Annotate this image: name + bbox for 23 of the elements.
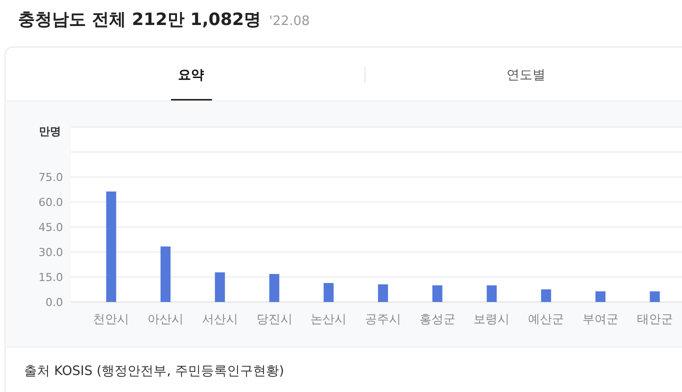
x-tick-label: 보령시 [474, 312, 510, 326]
x-tick-label: 태안군 [636, 312, 673, 326]
chart-title: 충청남도 전체 212만 1,082명 [18, 10, 262, 30]
source-note: 출처 KOSIS (행정안전부, 주민등록인구현황) [24, 364, 284, 379]
text: 연도별 [506, 68, 546, 83]
x-tick-label: 서산시 [202, 312, 238, 326]
x-tick-label: 아산시 [148, 312, 184, 326]
chart-subtitle: '22.08 [269, 14, 310, 29]
y-tick-label: 60.0 [38, 196, 63, 209]
x-tick-label: 홍성군 [419, 312, 456, 326]
y-tick-label: 30.0 [38, 246, 63, 259]
x-tick-label: 예산군 [528, 312, 564, 326]
y-tick-label: 45.0 [38, 221, 63, 234]
y-tick-label: 75.0 [38, 171, 63, 184]
x-tick-label: 당진시 [256, 312, 292, 326]
x-tick-label: 공주시 [365, 312, 401, 326]
x-tick-label: 천안시 [93, 312, 130, 326]
y-tick-label: 0.0 [46, 296, 63, 309]
text: 요약 [178, 68, 204, 83]
x-tick-label: 논산시 [310, 312, 347, 326]
y-tick-label: 15.0 [38, 271, 63, 284]
x-tick-label: 부여군 [582, 312, 618, 326]
y-axis-title: 만명 [39, 125, 61, 138]
